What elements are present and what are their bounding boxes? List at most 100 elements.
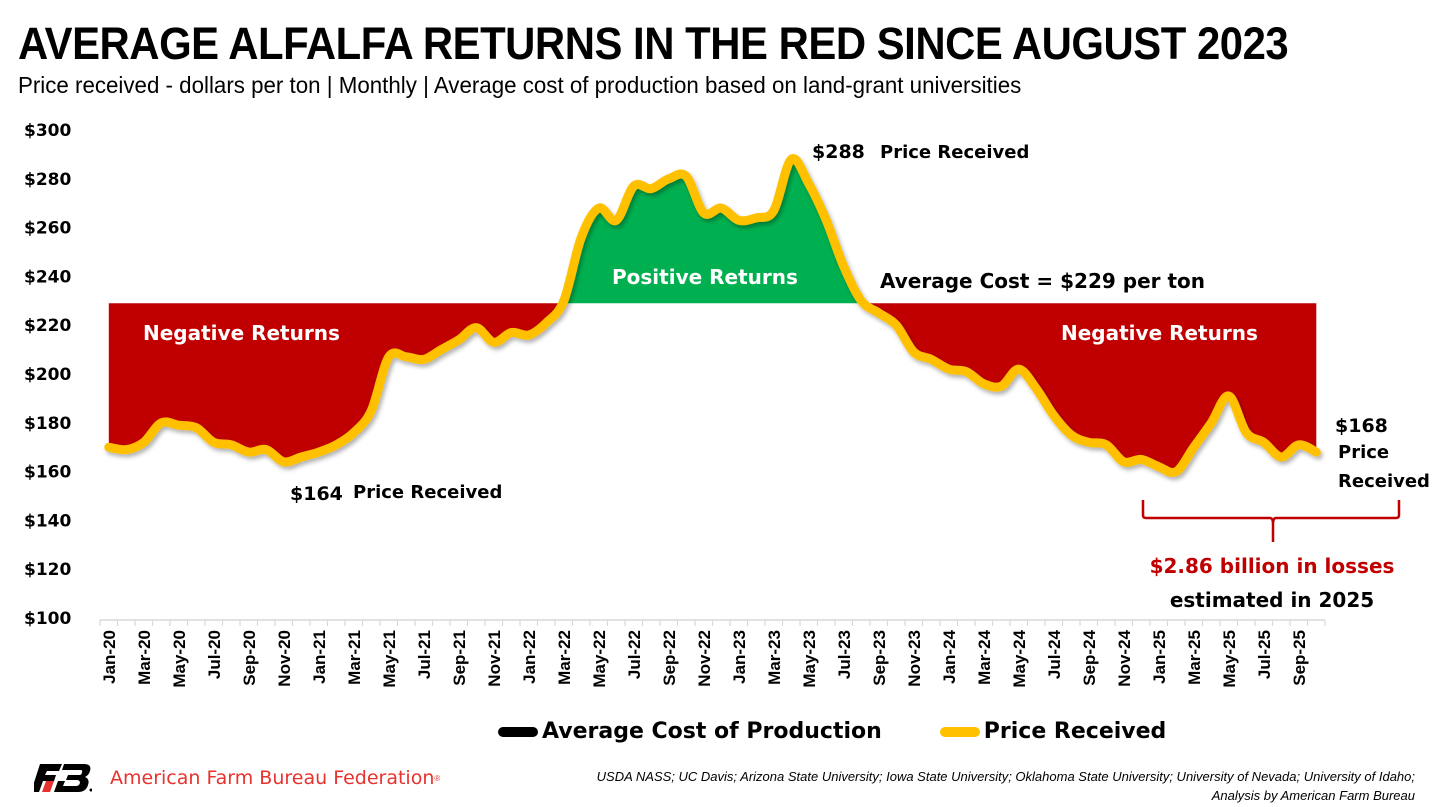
- price-point: [947, 367, 951, 371]
- price-point: [1192, 445, 1196, 449]
- price-point: [229, 443, 233, 447]
- legend-swatch-gold: [939, 726, 980, 737]
- price-point: [439, 348, 443, 352]
- fb-logo-icon: [34, 764, 92, 792]
- y-tick-label: $220: [24, 316, 71, 336]
- end-price-value: $168: [1335, 415, 1388, 437]
- x-tick-label: Jan-20: [100, 630, 119, 684]
- price-point: [877, 311, 881, 315]
- price-point: [894, 323, 898, 327]
- y-tick-label: $240: [24, 267, 71, 287]
- price-point: [527, 333, 531, 337]
- x-tick-label: Jul-21: [415, 630, 434, 679]
- y-tick-label: $280: [24, 170, 71, 190]
- legend-swatch-black: [498, 726, 538, 737]
- x-tick-label: May-25: [1220, 630, 1239, 688]
- x-tick-label: Jan-21: [310, 630, 329, 684]
- legend-item-price-received: Price Received: [939, 719, 1166, 744]
- price-point: [614, 218, 618, 222]
- price-point: [1104, 443, 1108, 447]
- price-point: [842, 265, 846, 269]
- price-point: [492, 340, 496, 344]
- price-point: [1209, 421, 1213, 425]
- positive-returns-area: [561, 159, 865, 304]
- price-point: [317, 450, 321, 454]
- average-cost-label: Average Cost = $229 per ton: [880, 269, 1205, 293]
- price-point: [1139, 457, 1143, 461]
- price-point: [859, 299, 863, 303]
- x-tick-label: Mar-20: [135, 630, 154, 685]
- price-received-line: [104, 154, 1321, 478]
- price-point: [1122, 460, 1126, 464]
- price-point: [789, 157, 793, 161]
- price-point: [1034, 387, 1038, 391]
- x-tick-label: Jul-22: [625, 630, 644, 679]
- x-tick-label: Nov-24: [1115, 629, 1134, 686]
- x-tick-label: Mar-24: [975, 629, 994, 684]
- price-point: [142, 440, 146, 444]
- peak-price-value: $288: [812, 141, 865, 163]
- price-point: [1052, 413, 1056, 417]
- x-tick-label: Jul-25: [1255, 630, 1274, 679]
- price-point: [1017, 367, 1021, 371]
- x-tick-label: May-20: [170, 630, 189, 688]
- price-point: [282, 460, 286, 464]
- x-tick-label: Sep-24: [1080, 629, 1099, 685]
- low-price-value: $164: [290, 483, 343, 505]
- org-name: American Farm Bureau Federation: [110, 767, 435, 789]
- price-point: [964, 370, 968, 374]
- price-point: [754, 216, 758, 220]
- y-tick-label: $160: [24, 463, 71, 483]
- price-point: [352, 431, 356, 435]
- chart-title: AVERAGE ALFALFA RETURNS IN THE RED SINCE…: [18, 18, 1289, 69]
- price-point: [509, 331, 513, 335]
- x-tick-label: Jan-23: [730, 630, 749, 684]
- annotations: Negative Returns Positive Returns Negati…: [143, 141, 1430, 612]
- price-point: [562, 299, 566, 303]
- price-point: [422, 357, 426, 361]
- x-tick-label: Jan-24: [940, 629, 959, 683]
- price-point: [177, 423, 181, 427]
- x-tick-label: Jul-23: [835, 630, 854, 679]
- x-tick-label: Sep-21: [450, 630, 469, 686]
- price-point: [597, 206, 601, 210]
- y-tick-label: $140: [24, 511, 71, 531]
- source-line-2: Analysis by American Farm Bureau: [1211, 788, 1415, 803]
- y-tick-label: $260: [24, 219, 71, 239]
- x-tick-label: Sep-25: [1290, 630, 1309, 686]
- price-point: [579, 235, 583, 239]
- price-point: [369, 409, 373, 413]
- price-point: [982, 382, 986, 386]
- price-point: [667, 177, 671, 181]
- price-point: [1297, 443, 1301, 447]
- price-point: [212, 440, 216, 444]
- price-point: [1279, 455, 1283, 459]
- x-tick-label: Mar-23: [765, 630, 784, 685]
- price-point: [387, 355, 391, 359]
- y-tick-label: $200: [24, 365, 71, 385]
- positive-returns-label: Positive Returns: [612, 265, 798, 289]
- end-price-label-line2: Received: [1338, 471, 1430, 492]
- x-tick-label: May-22: [590, 630, 609, 688]
- price-point: [999, 384, 1003, 388]
- x-tick-label: May-23: [800, 630, 819, 688]
- negative-returns-right-label: Negative Returns: [1061, 321, 1258, 345]
- price-point: [1262, 440, 1266, 444]
- source-line-1: USDA NASS; UC Davis; Arizona State Unive…: [596, 769, 1415, 784]
- price-point: [474, 326, 478, 330]
- price-point: [929, 357, 933, 361]
- x-tick-label: Jul-24: [1045, 629, 1064, 679]
- low-price-label: Price Received: [353, 482, 502, 503]
- x-axis: Jan-20 Mar-20 May-20 Jul-20 Sep-20 Nov-20 Jan-…: [99, 619, 1326, 688]
- price-point: [1157, 465, 1161, 469]
- chart-subtitle: Price received - dollars per ton | Month…: [18, 72, 1022, 98]
- price-point: [719, 206, 723, 210]
- x-tick-label: Mar-25: [1185, 630, 1204, 685]
- x-tick-label: Sep-20: [240, 630, 259, 686]
- price-point: [702, 211, 706, 215]
- chart-legend: Average Cost of Production Price Receive…: [498, 719, 1224, 744]
- price-point: [334, 443, 338, 447]
- x-tick-label: Nov-23: [905, 630, 924, 687]
- price-point: [1314, 450, 1318, 454]
